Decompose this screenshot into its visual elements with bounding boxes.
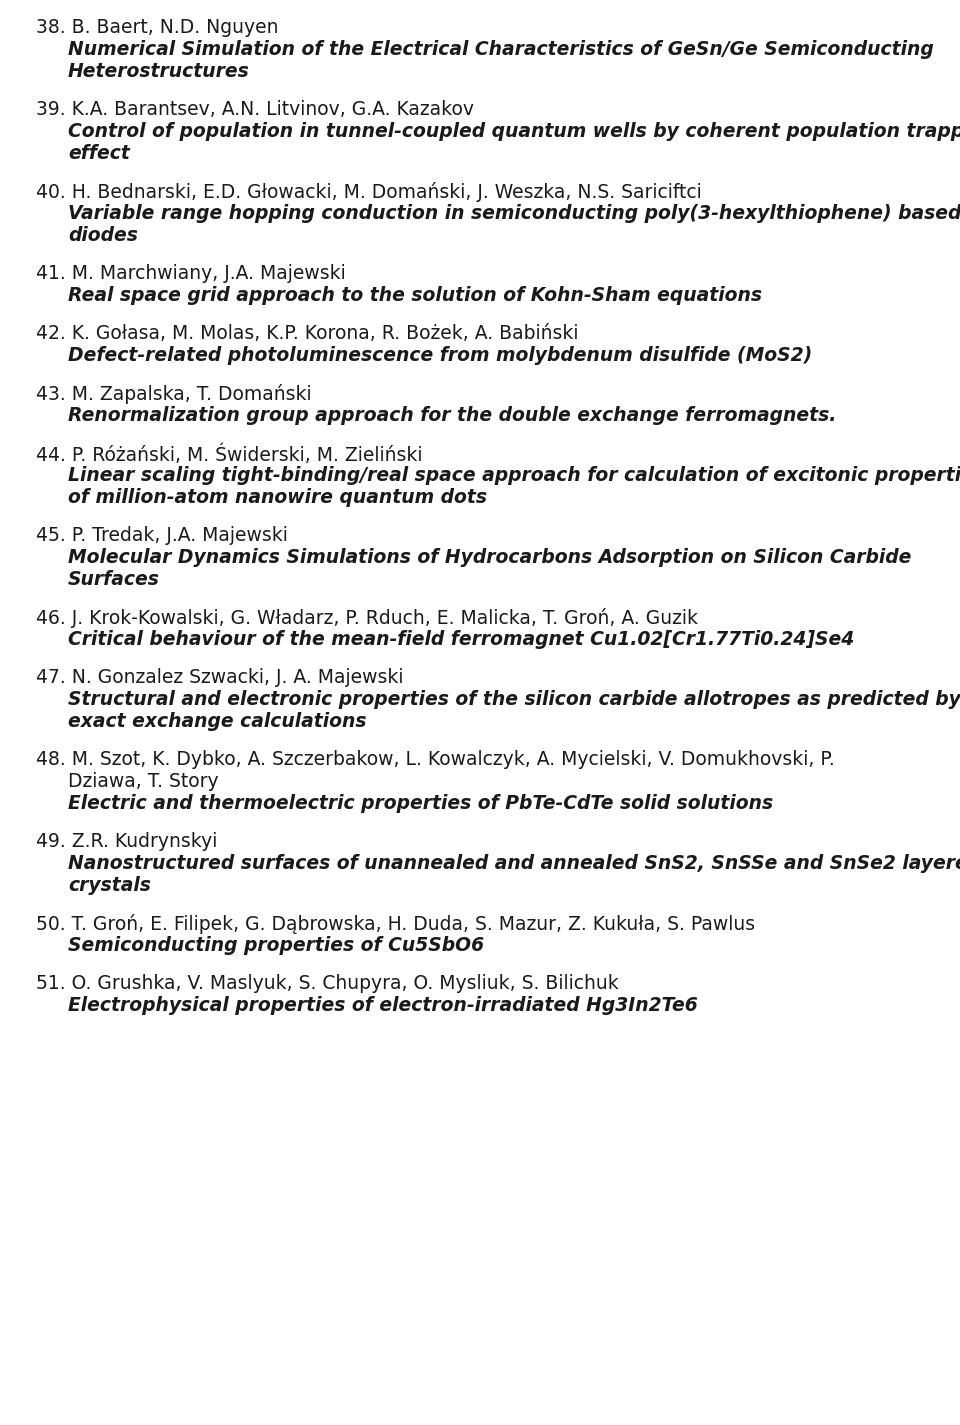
Text: 48. M. Szot, K. Dybko, A. Szczerbakow, L. Kowalczyk, A. Mycielski, V. Domukhovsk: 48. M. Szot, K. Dybko, A. Szczerbakow, L… (36, 750, 835, 770)
Text: Surfaces: Surfaces (68, 570, 160, 589)
Text: Semiconducting properties of Cu5SbO6: Semiconducting properties of Cu5SbO6 (68, 936, 484, 955)
Text: 40. H. Bednarski, E.D. Głowacki, M. Domański, J. Weszka, N.S. Sariciftci: 40. H. Bednarski, E.D. Głowacki, M. Doma… (36, 182, 702, 202)
Text: Renormalization group approach for the double exchange ferromagnets.: Renormalization group approach for the d… (68, 406, 836, 425)
Text: Heterostructures: Heterostructures (68, 63, 250, 81)
Text: Linear scaling tight-binding/real space approach for calculation of excitonic pr: Linear scaling tight-binding/real space … (68, 466, 960, 485)
Text: 50. T. Groń, E. Filipek, G. Dąbrowska, H. Duda, S. Mazur, Z. Kukuła, S. Pawlus: 50. T. Groń, E. Filipek, G. Dąbrowska, H… (36, 913, 756, 933)
Text: 38. B. Baert, N.D. Nguyen: 38. B. Baert, N.D. Nguyen (36, 19, 278, 37)
Text: exact exchange calculations: exact exchange calculations (68, 712, 367, 731)
Text: Molecular Dynamics Simulations of Hydrocarbons Adsorption on Silicon Carbide: Molecular Dynamics Simulations of Hydroc… (68, 549, 911, 567)
Text: Numerical Simulation of the Electrical Characteristics of GeSn/Ge Semiconducting: Numerical Simulation of the Electrical C… (68, 40, 934, 58)
Text: 43. M. Zapalska, T. Domański: 43. M. Zapalska, T. Domański (36, 383, 312, 405)
Text: 39. K.A. Barantsev, A.N. Litvinov, G.A. Kazakov: 39. K.A. Barantsev, A.N. Litvinov, G.A. … (36, 100, 474, 120)
Text: Dziawa, T. Story: Dziawa, T. Story (68, 772, 219, 791)
Text: 45. P. Tredak, J.A. Majewski: 45. P. Tredak, J.A. Majewski (36, 526, 288, 544)
Text: 51. O. Grushka, V. Maslyuk, S. Chupyra, O. Mysliuk, S. Bilichuk: 51. O. Grushka, V. Maslyuk, S. Chupyra, … (36, 975, 619, 993)
Text: 41. M. Marchwiany, J.A. Majewski: 41. M. Marchwiany, J.A. Majewski (36, 264, 346, 284)
Text: diodes: diodes (68, 227, 138, 245)
Text: 46. J. Krok-Kowalski, G. Władarz, P. Rduch, E. Malicka, T. Groń, A. Guzik: 46. J. Krok-Kowalski, G. Władarz, P. Rdu… (36, 608, 698, 628)
Text: of million-atom nanowire quantum dots: of million-atom nanowire quantum dots (68, 487, 487, 507)
Text: Real space grid approach to the solution of Kohn-Sham equations: Real space grid approach to the solution… (68, 286, 762, 305)
Text: 49. Z.R. Kudrynskyi: 49. Z.R. Kudrynskyi (36, 832, 217, 851)
Text: Control of population in tunnel-coupled quantum wells by coherent population tra: Control of population in tunnel-coupled … (68, 123, 960, 141)
Text: Electric and thermoelectric properties of PbTe-CdTe solid solutions: Electric and thermoelectric properties o… (68, 794, 773, 814)
Text: 47. N. Gonzalez Szwacki, J. A. Majewski: 47. N. Gonzalez Szwacki, J. A. Majewski (36, 668, 403, 687)
Text: 42. K. Gołasa, M. Molas, K.P. Korona, R. Bożek, A. Babiński: 42. K. Gołasa, M. Molas, K.P. Korona, R.… (36, 323, 579, 343)
Text: Nanostructured surfaces of unannealed and annealed SnS2, SnSSe and SnSe2 layered: Nanostructured surfaces of unannealed an… (68, 854, 960, 874)
Text: effect: effect (68, 144, 130, 162)
Text: Variable range hopping conduction in semiconducting poly(3-hexylthiophene) based: Variable range hopping conduction in sem… (68, 204, 960, 222)
Text: crystals: crystals (68, 876, 151, 895)
Text: Structural and electronic properties of the silicon carbide allotropes as predic: Structural and electronic properties of … (68, 690, 960, 710)
Text: Defect-related photoluminescence from molybdenum disulfide (MoS2): Defect-related photoluminescence from mo… (68, 346, 812, 365)
Text: 44. P. Różański, M. Świderski, M. Zieliński: 44. P. Różański, M. Świderski, M. Zieliń… (36, 445, 422, 465)
Text: Electrophysical properties of electron-irradiated Hg3In2Te6: Electrophysical properties of electron-i… (68, 996, 698, 1015)
Text: Critical behaviour of the mean-field ferromagnet Cu1.02[Cr1.77Ti0.24]Se4: Critical behaviour of the mean-field fer… (68, 630, 854, 648)
